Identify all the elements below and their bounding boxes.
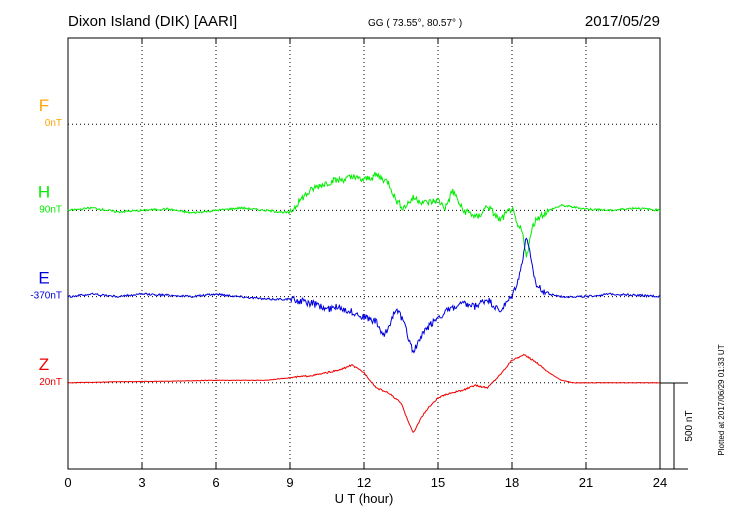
series-line-h: [67, 171, 661, 258]
x-tick-label-24: 24: [653, 475, 667, 490]
channel-baseline-e: -370nT: [30, 291, 62, 302]
series-lines: [67, 171, 661, 434]
scale-bar-label: 500 nT: [684, 410, 695, 441]
channel-baseline-z: 20nT: [39, 377, 62, 388]
x-tick-label-9: 9: [286, 475, 293, 490]
x-tick-label-18: 18: [505, 475, 519, 490]
station-coordinates: GG ( 73.55°, 80.57° ): [368, 18, 462, 29]
channel-baseline-h: 90nT: [39, 204, 62, 215]
x-tick-label-6: 6: [212, 475, 219, 490]
plotted-timestamp: Plotted at 2017/06/29 01:33 UT: [717, 344, 726, 455]
x-tick-label-12: 12: [357, 475, 371, 490]
channel-name-h: H: [38, 182, 50, 201]
channel-name-z: Z: [39, 355, 49, 374]
date-label: 2017/05/29: [585, 13, 660, 30]
channel-name-f: F: [39, 96, 49, 115]
grid: [67, 38, 661, 469]
channel-name-e: E: [38, 269, 49, 288]
scale-bar: 500 nT: [660, 382, 695, 470]
x-tick-label-3: 3: [138, 475, 145, 490]
x-tick-labels: 0 3 6 9 12 15 18 21 24: [64, 475, 667, 490]
channel-baseline-f: 0nT: [45, 118, 62, 129]
x-tick-label-21: 21: [579, 475, 593, 490]
x-tick-label-15: 15: [431, 475, 445, 490]
x-axis-label: U T (hour): [335, 491, 394, 506]
series-line-z: [67, 353, 661, 434]
series-line-e: [67, 237, 661, 354]
x-tick-label-0: 0: [64, 475, 71, 490]
channel-labels: F 0nT H 90nT E -370nT Z 20nT: [30, 96, 62, 388]
station-title: Dixon Island (DIK) [AARI]: [68, 13, 237, 30]
